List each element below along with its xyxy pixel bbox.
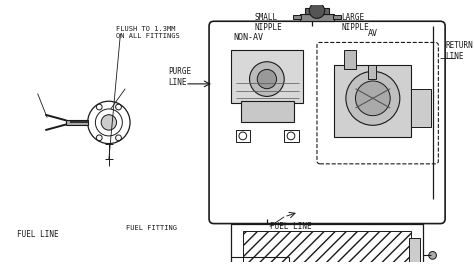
Bar: [293, 14, 301, 19]
Text: SMALL
NIPPLE: SMALL NIPPLE: [255, 13, 282, 32]
Text: LARGE
NIPPLE: LARGE NIPPLE: [341, 13, 369, 32]
Circle shape: [429, 252, 437, 259]
Circle shape: [249, 62, 284, 96]
Bar: [334, 65, 411, 137]
Bar: [300, 14, 334, 21]
Circle shape: [309, 3, 325, 18]
Text: RETURN
LINE: RETURN LINE: [445, 41, 473, 61]
Bar: [66, 120, 88, 125]
Bar: [333, 14, 341, 19]
Bar: [231, 50, 303, 103]
Bar: [368, 65, 376, 79]
Circle shape: [101, 115, 117, 130]
Bar: [284, 130, 299, 142]
Bar: [236, 130, 250, 142]
Bar: [241, 101, 294, 123]
Bar: [411, 89, 431, 127]
Text: FUEL LINE: FUEL LINE: [18, 230, 59, 239]
Text: NON-AV: NON-AV: [233, 33, 263, 42]
Text: AV: AV: [368, 29, 378, 38]
Text: PURGE
LINE: PURGE LINE: [169, 68, 191, 87]
Bar: [344, 50, 356, 69]
Bar: [231, 223, 423, 267]
Circle shape: [346, 71, 400, 125]
Bar: [409, 238, 420, 262]
Text: FUEL FITTING: FUEL FITTING: [126, 225, 177, 231]
Circle shape: [356, 81, 390, 116]
Bar: [243, 231, 411, 267]
Text: FUEL LINE: FUEL LINE: [270, 222, 311, 231]
Circle shape: [257, 69, 276, 89]
Bar: [305, 8, 328, 14]
Text: FLUSH TO 1.3MM
ON ALL FITTINGS: FLUSH TO 1.3MM ON ALL FITTINGS: [116, 26, 179, 39]
